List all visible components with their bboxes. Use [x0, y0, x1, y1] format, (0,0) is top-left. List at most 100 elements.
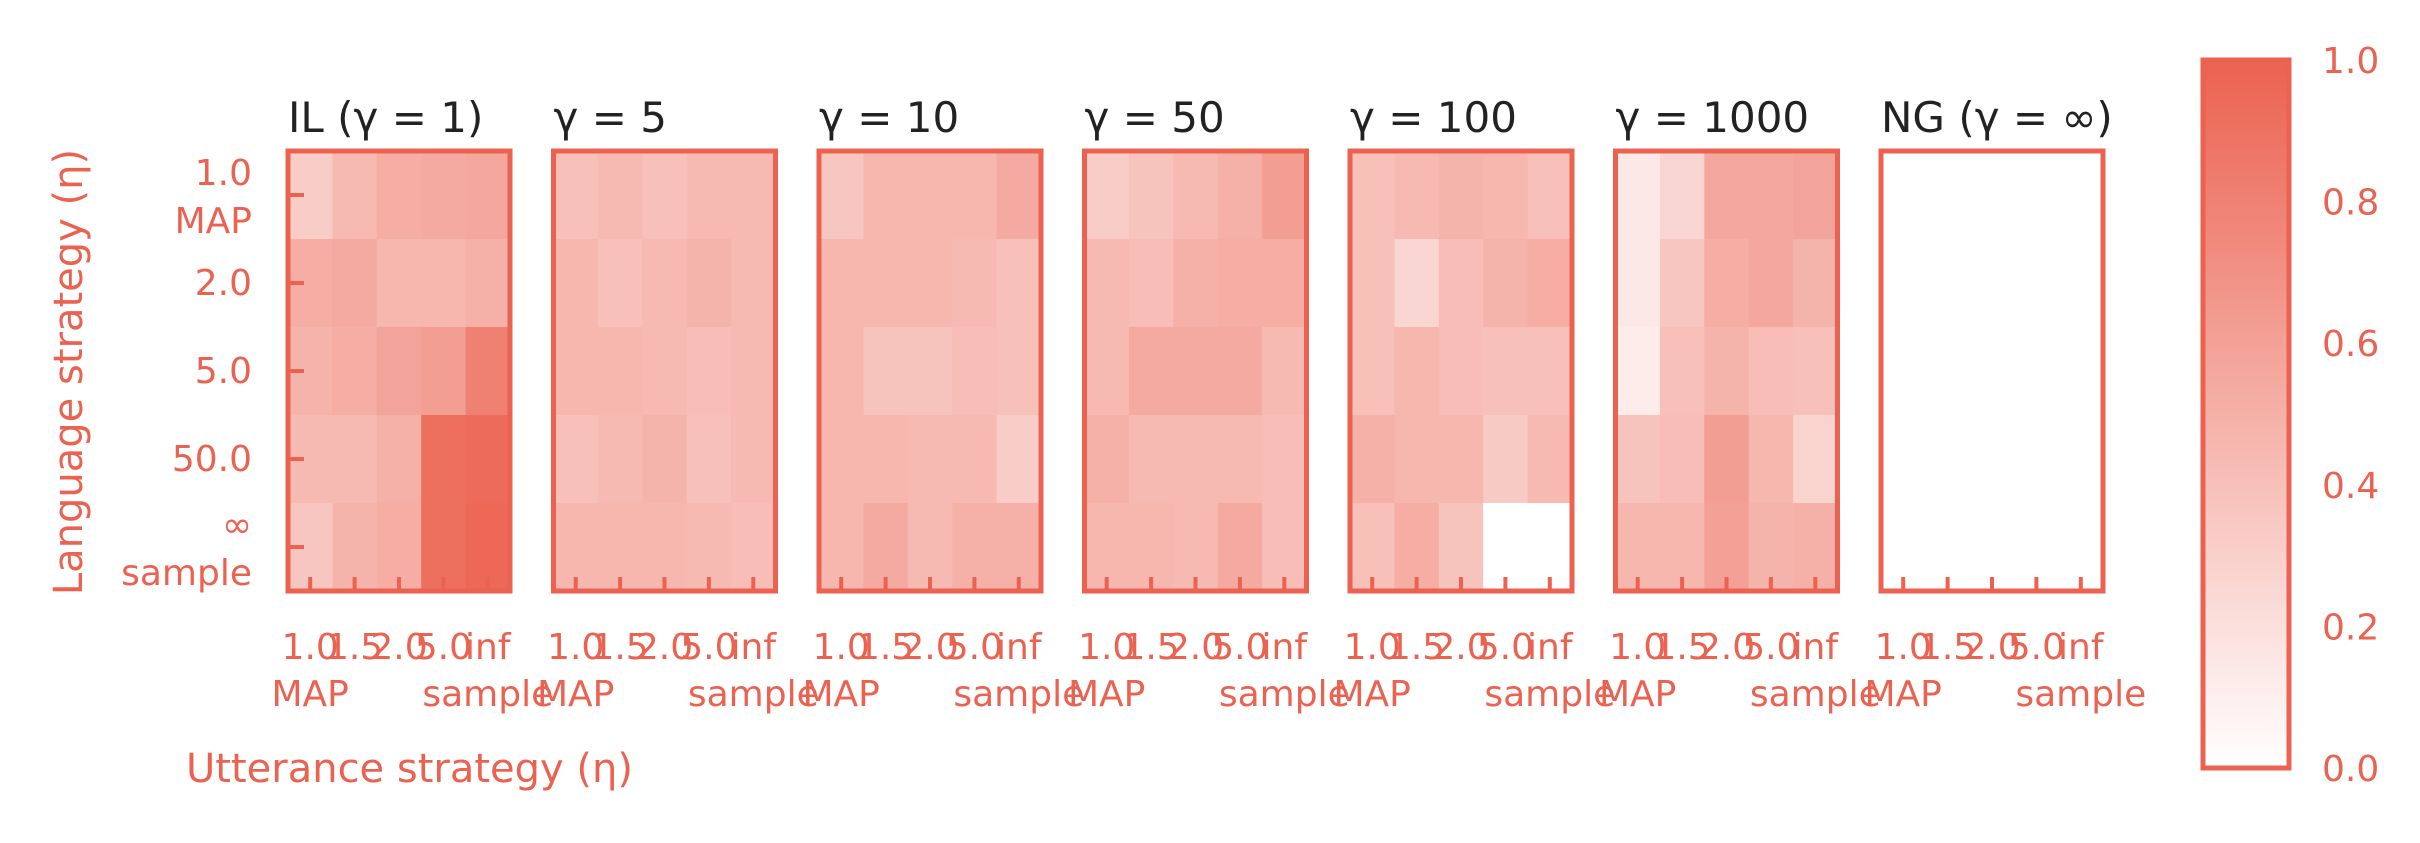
heatmap-cell: [1659, 151, 1705, 240]
heatmap-cell: [376, 239, 422, 328]
x-tick-label: 1.0: [282, 627, 339, 668]
x-axis-label: Utterance strategy (η): [186, 746, 633, 792]
x-tick-label: inf: [465, 627, 512, 668]
heatmap-cell: [907, 415, 953, 504]
heatmap-cell: [952, 239, 998, 328]
heatmap-cell: [1217, 503, 1263, 592]
heatmap-cell: [952, 151, 998, 240]
x-tick-label: inf: [2058, 627, 2105, 668]
heatmap-cell: [1084, 415, 1130, 504]
heatmap-cell: [1881, 239, 1926, 328]
x-tick-label: inf: [731, 627, 778, 668]
heatmap-cell: [1704, 151, 1750, 240]
heatmap-cell: [1615, 503, 1661, 592]
x-tick-label: 1.5: [1388, 627, 1445, 668]
heatmap-cell: [1527, 503, 1573, 592]
heatmap-cell: [465, 151, 511, 240]
heatmap-cell: [1881, 503, 1926, 592]
heatmap-cell: [1704, 415, 1750, 504]
heatmap-cell: [1128, 415, 1174, 504]
heatmap-cell: [553, 151, 599, 240]
heatmap-cell: [642, 151, 688, 240]
heatmap-cell: [1748, 503, 1794, 592]
heatmap-cell: [2014, 415, 2060, 504]
heatmap-cell: [1262, 327, 1308, 416]
heatmap-cell: [597, 151, 643, 240]
heatmap-cell: [642, 327, 688, 416]
heatmap-cell: [1881, 327, 1926, 416]
heatmap-cell: [1793, 239, 1839, 328]
heatmap-cell: [1262, 415, 1308, 504]
x-tick-label: 1.0: [1875, 627, 1932, 668]
colorbar-tick-label: 0.0: [2322, 749, 2379, 790]
heatmap-cell: [1217, 239, 1263, 328]
heatmap-cell: [907, 151, 953, 240]
x-tick-label: 1.5: [591, 627, 648, 668]
heatmap-cell: [1969, 327, 2015, 416]
x-tick-sublabel: MAP: [802, 674, 879, 715]
panel-title: IL (γ = 1): [288, 93, 483, 142]
x-tick-sublabel: MAP: [1864, 674, 1941, 715]
colorbar-tick-label: 0.2: [2322, 607, 2379, 648]
heatmap-cell: [1793, 327, 1839, 416]
heatmap-cell: [1483, 415, 1529, 504]
heatmap-cell: [1173, 415, 1219, 504]
heatmap-cell: [1483, 239, 1529, 328]
heatmap-cell: [465, 327, 511, 416]
heatmap-cell: [465, 239, 511, 328]
x-tick-label: 5.0: [946, 627, 1003, 668]
heatmap-cell: [731, 415, 777, 504]
heatmap-cell: [1925, 503, 1971, 592]
heatmap-cell: [642, 415, 688, 504]
x-tick-label: 1.5: [1122, 627, 1179, 668]
heatmap-cell: [1394, 503, 1440, 592]
heatmap-cell: [421, 239, 467, 328]
colorbar-gradient-bar: [2203, 60, 2289, 768]
heatmap-cell: [1394, 239, 1440, 328]
heatmap-cell: [1438, 327, 1484, 416]
heatmap-cell: [1438, 415, 1484, 504]
x-tick-sublabel: MAP: [1333, 674, 1410, 715]
heatmap-cell: [1615, 415, 1661, 504]
heatmap-cell: [332, 503, 378, 592]
y-axis-label: Language strategy (η): [46, 149, 92, 595]
heatmap-cell: [731, 239, 777, 328]
heatmap-cell: [1881, 151, 1926, 240]
x-tick-label: 1.5: [1653, 627, 1710, 668]
heatmap-cell: [553, 503, 599, 592]
x-tick-sublabel: MAP: [271, 674, 348, 715]
y-tick-label: ∞: [222, 505, 252, 546]
heatmap-cell: [332, 239, 378, 328]
heatmap-cell: [421, 503, 467, 592]
x-tick-sublabel: MAP: [1068, 674, 1145, 715]
heatmap-cell: [1394, 327, 1440, 416]
x-tick-sublabel: MAP: [1599, 674, 1676, 715]
x-tick-label: 5.0: [2008, 627, 2065, 668]
heatmap-cell: [1262, 503, 1308, 592]
heatmap-cell: [863, 503, 909, 592]
heatmap-cell: [1527, 327, 1573, 416]
heatmap-cell: [2014, 151, 2060, 240]
x-tick-sublabel: sample: [1750, 674, 1881, 715]
heatmap-cell: [1173, 503, 1219, 592]
heatmap-cell: [1748, 239, 1794, 328]
y-tick-label: 50.0: [172, 439, 252, 480]
heatmap-cell: [863, 327, 909, 416]
heatmap-cell: [376, 327, 422, 416]
heatmap-cell: [553, 415, 599, 504]
heatmap-cell: [597, 239, 643, 328]
heatmap-cell: [1350, 239, 1395, 328]
x-tick-label: 2.0: [1167, 627, 1224, 668]
heatmap-cell: [819, 239, 864, 328]
heatmap-cell: [863, 239, 909, 328]
heatmap-cell: [996, 151, 1042, 240]
x-tick-label: 5.0: [415, 627, 472, 668]
heatmap-cell: [1748, 151, 1794, 240]
heatmap-cell: [1748, 415, 1794, 504]
x-tick-label: 2.0: [1698, 627, 1755, 668]
